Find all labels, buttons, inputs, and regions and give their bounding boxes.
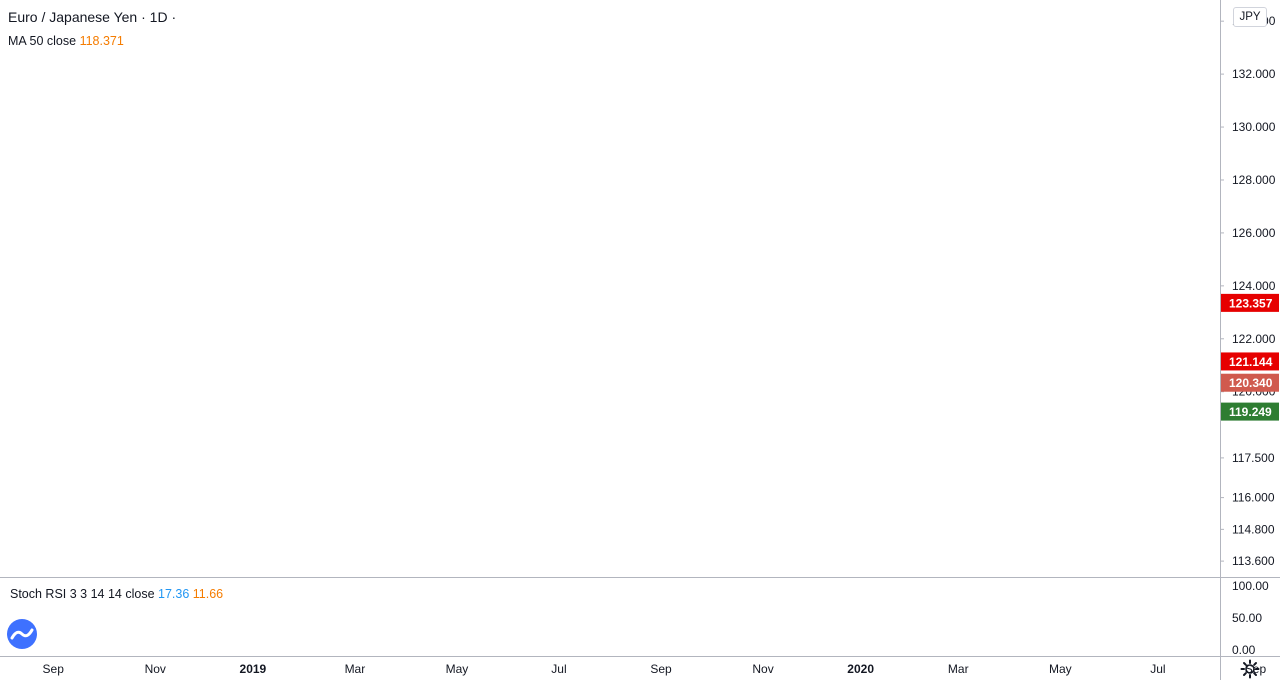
- currency-selector[interactable]: JPY: [1233, 7, 1267, 27]
- price-tag-support[interactable]: [1221, 402, 1279, 421]
- price-tag-label: 120.340: [1229, 376, 1273, 390]
- x-axis-label: Nov: [752, 662, 773, 676]
- y-axis-label: 132.000: [1232, 67, 1276, 81]
- x-axis-label: May: [1049, 662, 1072, 676]
- x-axis-label: 2020: [847, 662, 874, 676]
- price-tag-resistance[interactable]: [1221, 352, 1279, 371]
- stoch-label: Stoch RSI 3 3 14 14 close: [10, 587, 155, 601]
- y-axis-label: 113.600: [1232, 554, 1275, 568]
- ma-legend[interactable]: MA 50 close 118.371: [8, 34, 124, 48]
- symbol-title[interactable]: Euro / Japanese Yen · 1D ·: [8, 9, 176, 25]
- stoch-axis-label: 50.00: [1232, 611, 1262, 625]
- y-axis-label: 116.000: [1232, 491, 1275, 505]
- price-tag-label: 119.249: [1229, 405, 1272, 419]
- y-axis-label: 128.000: [1232, 173, 1276, 187]
- settings-gear-icon[interactable]: [1240, 659, 1260, 679]
- tradingview-logo-icon[interactable]: [6, 618, 38, 650]
- y-axis-label: 114.800: [1232, 522, 1275, 536]
- price-tag-resistance[interactable]: [1221, 293, 1279, 312]
- x-axis-label: Sep: [650, 662, 672, 676]
- price-tag-label: 123.357: [1229, 296, 1273, 310]
- x-axis-label: Jul: [1150, 662, 1165, 676]
- stoch-legend[interactable]: Stoch RSI 3 3 14 14 close 17.36 11.66: [8, 587, 226, 601]
- stoch-d-value: 11.66: [192, 587, 224, 601]
- x-axis-label: Mar: [948, 662, 969, 676]
- y-axis-label: 124.000: [1232, 279, 1276, 293]
- x-axis-label: Nov: [145, 662, 166, 676]
- x-axis-label: May: [446, 662, 469, 676]
- stoch-k-value: 17.36: [158, 587, 190, 601]
- x-axis-label: Mar: [345, 662, 366, 676]
- y-axis-label: 126.000: [1232, 226, 1276, 240]
- ma-value: 118.371: [79, 34, 124, 48]
- symbol-title-text: Euro / Japanese Yen · 1D ·: [8, 9, 177, 25]
- ma-label: MA 50 close: [8, 34, 77, 48]
- stoch-axis-label: 100.00: [1232, 579, 1269, 593]
- x-axis-label: Sep: [43, 662, 65, 676]
- price-tag-label: 121.144: [1229, 355, 1273, 369]
- y-axis-label: 122.000: [1232, 332, 1276, 346]
- stoch-axis-label: 0.00: [1232, 643, 1256, 657]
- y-axis-label: 130.000: [1232, 120, 1276, 134]
- x-axis-label: Jul: [551, 662, 566, 676]
- price-tag-last_price[interactable]: [1221, 373, 1279, 392]
- x-axis-label: 2019: [240, 662, 267, 676]
- y-axis-label: 117.500: [1232, 451, 1275, 465]
